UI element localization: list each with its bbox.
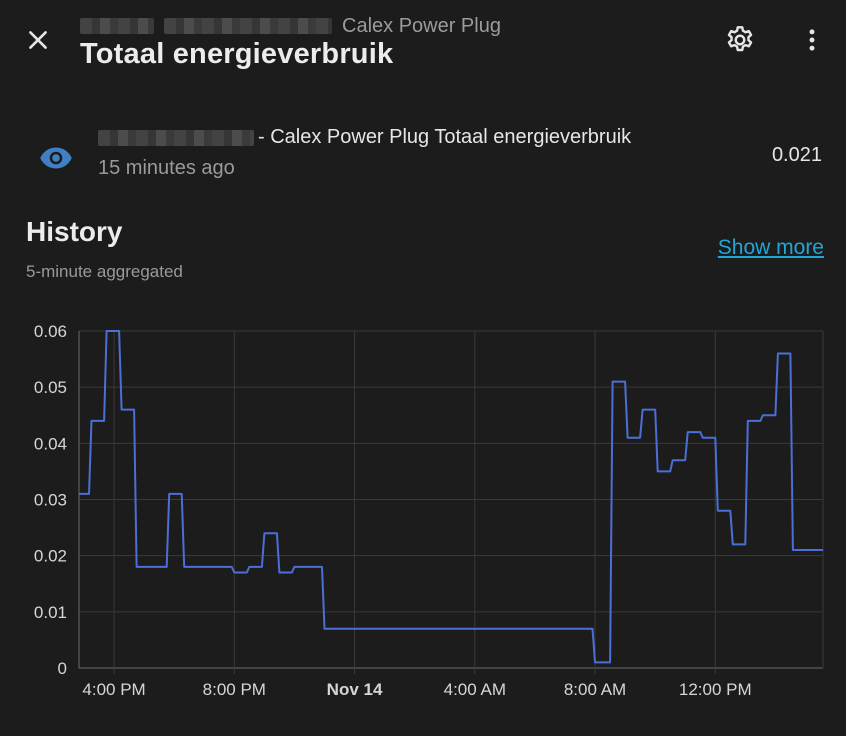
x-tick-label: Nov 14	[327, 680, 383, 699]
history-subtitle: 5-minute aggregated	[26, 262, 183, 281]
entity-name-text: - Calex Power Plug Totaal energieverbrui…	[258, 126, 632, 148]
show-more-link[interactable]: Show more	[717, 236, 824, 259]
redacted-device-prefix	[164, 18, 332, 34]
entity-last-changed: 15 minutes ago	[98, 157, 235, 179]
gear-icon	[727, 26, 753, 52]
more-vert-icon	[809, 29, 815, 51]
close-button[interactable]	[18, 20, 58, 60]
y-tick-label: 0.02	[34, 547, 67, 566]
x-tick-label: 12:00 PM	[679, 680, 752, 699]
entity-name: - Calex Power Plug Totaal energieverbrui…	[98, 126, 631, 149]
settings-button[interactable]	[718, 18, 762, 62]
x-tick-label: 8:00 AM	[564, 680, 626, 699]
history-chart[interactable]: 0 0.01 0.02 0.03 0.04 0.05 0.06 4:00 PM 8:00 PM N…	[0, 300, 846, 710]
redacted-area-name	[80, 18, 154, 34]
breadcrumb-device[interactable]: Calex Power Plug	[342, 14, 501, 37]
redacted-device-prefix	[98, 129, 254, 146]
breadcrumb: Calex Power Plug	[80, 14, 501, 38]
close-icon	[29, 31, 47, 49]
y-tick-label: 0.04	[34, 434, 67, 453]
y-tick-label: 0.01	[34, 603, 67, 622]
more-options-button[interactable]	[790, 18, 834, 62]
entity-state-value: 0.021	[771, 144, 822, 166]
history-title: History	[26, 216, 123, 247]
entity-row[interactable]: - Calex Power Plug Totaal energieverbrui…	[0, 118, 846, 192]
y-tick-label: 0.05	[34, 378, 67, 397]
eye-icon	[40, 147, 72, 169]
x-tick-label: 4:00 AM	[444, 680, 506, 699]
x-tick-label: 4:00 PM	[82, 680, 145, 699]
y-tick-label: 0.06	[34, 322, 67, 341]
y-tick-label: 0.03	[34, 491, 67, 510]
x-tick-label: 8:00 PM	[203, 680, 266, 699]
series-line	[79, 330, 823, 664]
y-tick-label: 0	[58, 659, 67, 678]
dialog-title: Totaal energieverbruik	[80, 38, 394, 70]
